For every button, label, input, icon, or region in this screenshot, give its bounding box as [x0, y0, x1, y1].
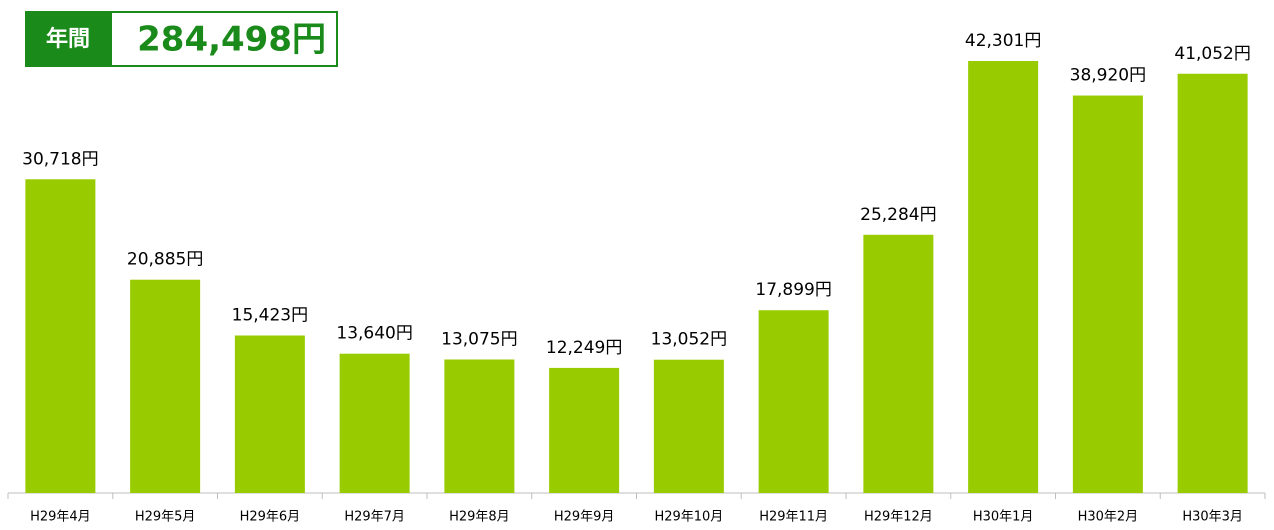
x-tick-label: H29年9月	[554, 510, 615, 525]
annual-label-box	[25, 11, 111, 67]
value-label: 20,885円	[127, 250, 203, 270]
value-label: 15,423円	[232, 305, 308, 325]
value-label: 13,640円	[336, 324, 412, 344]
x-tick-label: H29年7月	[344, 510, 405, 525]
x-tick-label: H29年4月	[30, 510, 91, 525]
x-tick-label: H29年12月	[864, 510, 933, 525]
value-label: 42,301円	[965, 31, 1041, 51]
x-tick-label: H29年11月	[759, 510, 828, 525]
bar	[549, 367, 620, 493]
value-label: 12,249円	[546, 338, 622, 358]
x-tick-label: H30年3月	[1182, 510, 1243, 525]
bar	[130, 279, 201, 493]
annual-total: 284,498円	[137, 20, 326, 60]
x-tick-label: H29年5月	[135, 510, 196, 525]
bar	[863, 234, 934, 493]
value-label: 17,899円	[755, 280, 831, 300]
x-tick-label: H30年1月	[973, 510, 1034, 525]
bar	[339, 353, 410, 493]
bar	[25, 179, 96, 493]
value-label: 38,920円	[1070, 66, 1146, 86]
bar	[653, 359, 724, 493]
value-label: 13,052円	[651, 330, 727, 350]
annual-total-box	[110, 11, 338, 67]
bar	[1177, 73, 1248, 494]
bar	[1072, 95, 1143, 493]
x-tick-label: H29年10月	[654, 510, 723, 525]
value-label: 13,075円	[441, 329, 517, 349]
bar	[968, 61, 1039, 493]
bar	[758, 310, 829, 493]
value-label: 30,718円	[22, 149, 98, 169]
value-label: 41,052円	[1174, 44, 1250, 64]
bar	[234, 335, 305, 493]
annual-label: 年間	[46, 26, 90, 52]
value-label: 25,284円	[860, 205, 936, 225]
x-tick-label: H29年8月	[449, 510, 510, 525]
bar	[444, 359, 515, 493]
x-tick-label: H29年6月	[240, 510, 301, 525]
x-tick-label: H30年2月	[1078, 510, 1139, 525]
